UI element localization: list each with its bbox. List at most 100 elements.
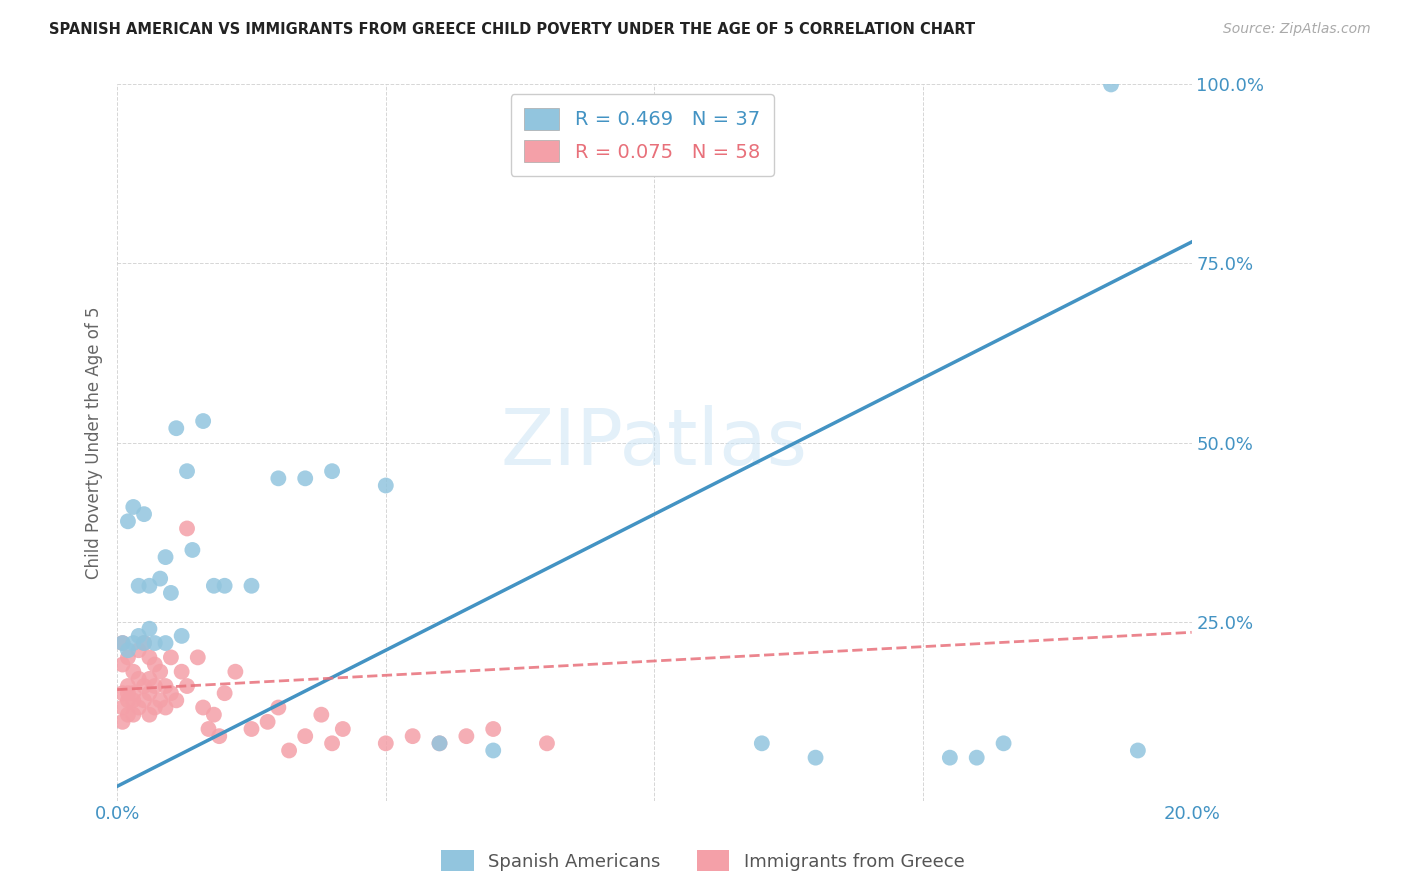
Point [138, 650, 160, 665]
Point [181, 543, 204, 558]
Point [165, 693, 187, 707]
Point [176, 679, 198, 693]
Point [117, 514, 139, 528]
Point [122, 665, 145, 679]
Point [1126, 743, 1149, 757]
Point [294, 471, 316, 485]
Point [429, 736, 451, 750]
Point [122, 636, 145, 650]
Point [111, 700, 134, 714]
Point [374, 736, 396, 750]
Text: ZIPatlas: ZIPatlas [501, 405, 808, 481]
Point [143, 700, 166, 714]
Point [1099, 78, 1122, 92]
Point [278, 743, 301, 757]
Legend: Spanish Americans, Immigrants from Greece: Spanish Americans, Immigrants from Greec… [434, 843, 972, 879]
Point [128, 643, 150, 657]
Point [138, 579, 160, 593]
Point [966, 750, 988, 764]
Point [214, 579, 236, 593]
Point [321, 464, 343, 478]
Point [939, 750, 962, 764]
Point [111, 636, 134, 650]
Point [374, 478, 396, 492]
Point [117, 707, 139, 722]
Point [155, 679, 177, 693]
Point [155, 700, 177, 714]
Point [191, 700, 214, 714]
Point [267, 700, 290, 714]
Point [117, 686, 139, 700]
Point [176, 521, 198, 535]
Point [311, 707, 333, 722]
Point [149, 693, 172, 707]
Point [122, 500, 145, 514]
Point [332, 722, 354, 736]
Point [122, 686, 145, 700]
Point [111, 636, 134, 650]
Point [117, 650, 139, 665]
Point [143, 679, 166, 693]
Point [132, 679, 155, 693]
Point [482, 743, 505, 757]
Point [294, 729, 316, 743]
Point [267, 471, 290, 485]
Point [117, 693, 139, 707]
Point [187, 650, 209, 665]
Point [401, 729, 423, 743]
Point [482, 722, 505, 736]
Text: Source: ZipAtlas.com: Source: ZipAtlas.com [1223, 22, 1371, 37]
Point [429, 736, 451, 750]
Point [138, 672, 160, 686]
Point [197, 722, 219, 736]
Point [122, 707, 145, 722]
Point [202, 707, 225, 722]
Point [128, 579, 150, 593]
Legend: R = 0.469   N = 37, R = 0.075   N = 58: R = 0.469 N = 37, R = 0.075 N = 58 [510, 95, 773, 176]
Point [132, 636, 155, 650]
Point [191, 414, 214, 428]
Point [240, 722, 263, 736]
Point [214, 686, 236, 700]
Point [132, 693, 155, 707]
Point [208, 729, 231, 743]
Point [111, 686, 134, 700]
Point [751, 736, 773, 750]
Point [536, 736, 558, 750]
Point [132, 636, 155, 650]
Point [993, 736, 1015, 750]
Point [224, 665, 246, 679]
Point [170, 665, 193, 679]
Point [240, 579, 263, 593]
Point [111, 657, 134, 672]
Y-axis label: Child Poverty Under the Age of 5: Child Poverty Under the Age of 5 [86, 306, 103, 579]
Text: SPANISH AMERICAN VS IMMIGRANTS FROM GREECE CHILD POVERTY UNDER THE AGE OF 5 CORR: SPANISH AMERICAN VS IMMIGRANTS FROM GREE… [49, 22, 976, 37]
Point [117, 643, 139, 657]
Point [202, 579, 225, 593]
Point [132, 507, 155, 521]
Point [143, 636, 166, 650]
Point [321, 736, 343, 750]
Point [149, 665, 172, 679]
Point [128, 672, 150, 686]
Point [149, 572, 172, 586]
Point [128, 700, 150, 714]
Point [155, 636, 177, 650]
Point [804, 750, 827, 764]
Point [155, 550, 177, 565]
Point [138, 622, 160, 636]
Point [176, 464, 198, 478]
Point [165, 421, 187, 435]
Point [122, 693, 145, 707]
Point [111, 714, 134, 729]
Point [256, 714, 278, 729]
Point [117, 679, 139, 693]
Point [160, 650, 183, 665]
Point [128, 629, 150, 643]
Point [170, 629, 193, 643]
Point [143, 657, 166, 672]
Point [138, 707, 160, 722]
Point [456, 729, 478, 743]
Point [160, 686, 183, 700]
Point [138, 686, 160, 700]
